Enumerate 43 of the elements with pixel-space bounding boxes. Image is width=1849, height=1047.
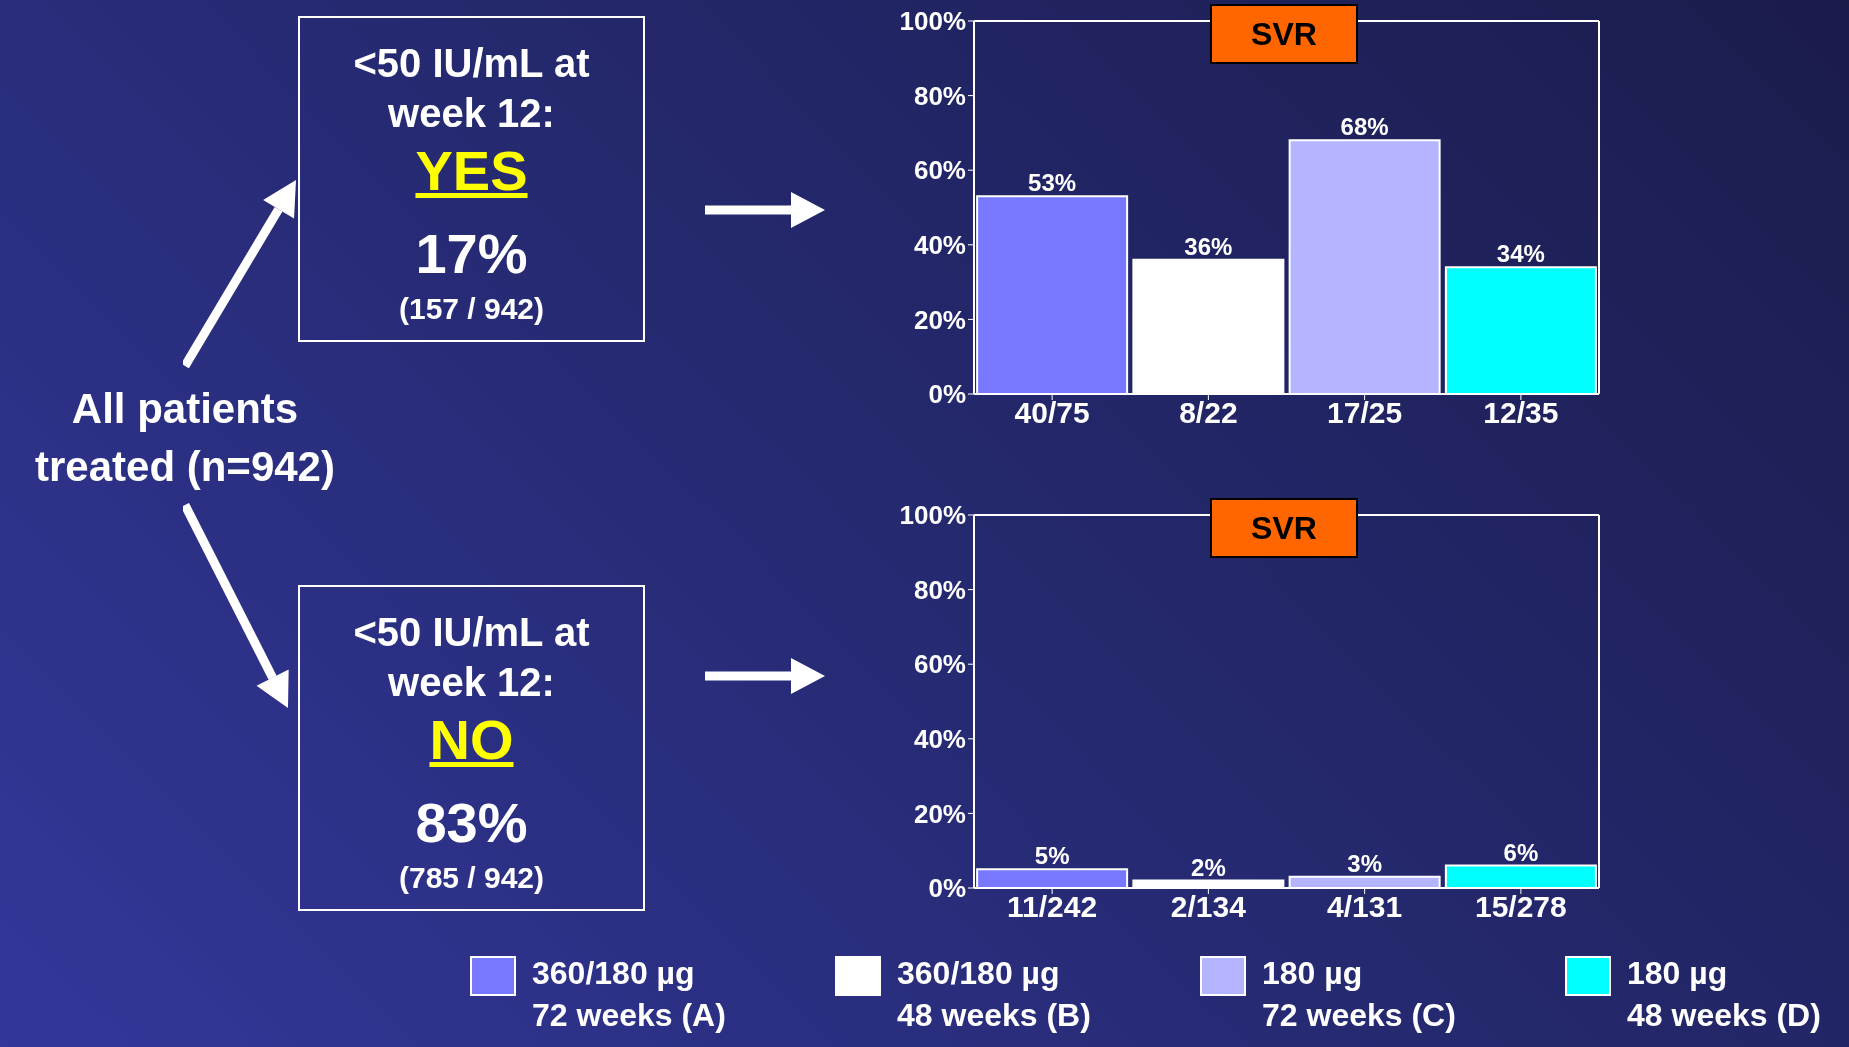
text: 83% [414, 790, 529, 856]
legend-label: 360/180 µg 48 weeks (B) [897, 954, 1091, 1035]
y-tick-label: 80% [913, 80, 966, 111]
text: YES [414, 138, 529, 204]
data-label: 5% [1034, 842, 1070, 870]
y-tick-label: 0% [928, 379, 966, 410]
y-tick-label: 20% [913, 798, 966, 829]
y-tick-label: 20% [913, 304, 966, 335]
chart-title: SVR [1210, 498, 1358, 558]
x-tick-label: 11/242 [1007, 890, 1098, 924]
x-tick-label: 40/75 [1014, 396, 1090, 430]
y-tick-label: 60% [913, 155, 966, 186]
legend-label: 180 µg 72 weeks (C) [1262, 954, 1456, 1035]
y-tick-label: 100% [899, 500, 966, 531]
x-tick-label: 15/278 [1474, 890, 1567, 924]
data-label: 68% [1340, 113, 1389, 141]
y-tick-label: 40% [913, 724, 966, 755]
text: <50 IU/mL at week 12: [352, 40, 591, 137]
y-tick-label: 40% [913, 230, 966, 261]
y-tick-label: 0% [928, 873, 966, 904]
data-label: 2% [1191, 853, 1226, 881]
y-tick-label: 60% [913, 649, 966, 680]
data-label: 36% [1184, 232, 1233, 260]
data-label: 3% [1347, 849, 1382, 877]
x-tick-label: 8/22 [1179, 396, 1238, 430]
x-tick-label: 4/131 [1327, 890, 1403, 924]
legend-label: 180 µg 48 weeks (D) [1627, 954, 1821, 1035]
data-label: 6% [1503, 838, 1539, 866]
data-label: 53% [1028, 169, 1077, 197]
text: All patients treated (n=942) [34, 384, 336, 492]
y-tick-label: 100% [899, 6, 966, 37]
chart-title: SVR [1210, 4, 1358, 64]
y-tick-label: 80% [913, 574, 966, 605]
text: NO [428, 707, 515, 773]
data-label: 34% [1496, 240, 1545, 268]
text: (785 / 942) [397, 861, 546, 895]
legend-label: 360/180 µg 72 weeks (A) [532, 954, 726, 1035]
text: 17% [414, 221, 529, 287]
text: (157 / 942) [397, 292, 546, 326]
x-tick-label: 2/134 [1170, 890, 1247, 924]
x-tick-label: 12/35 [1483, 396, 1559, 430]
x-tick-label: 17/25 [1327, 396, 1403, 430]
text: <50 IU/mL at week 12: [352, 609, 591, 706]
